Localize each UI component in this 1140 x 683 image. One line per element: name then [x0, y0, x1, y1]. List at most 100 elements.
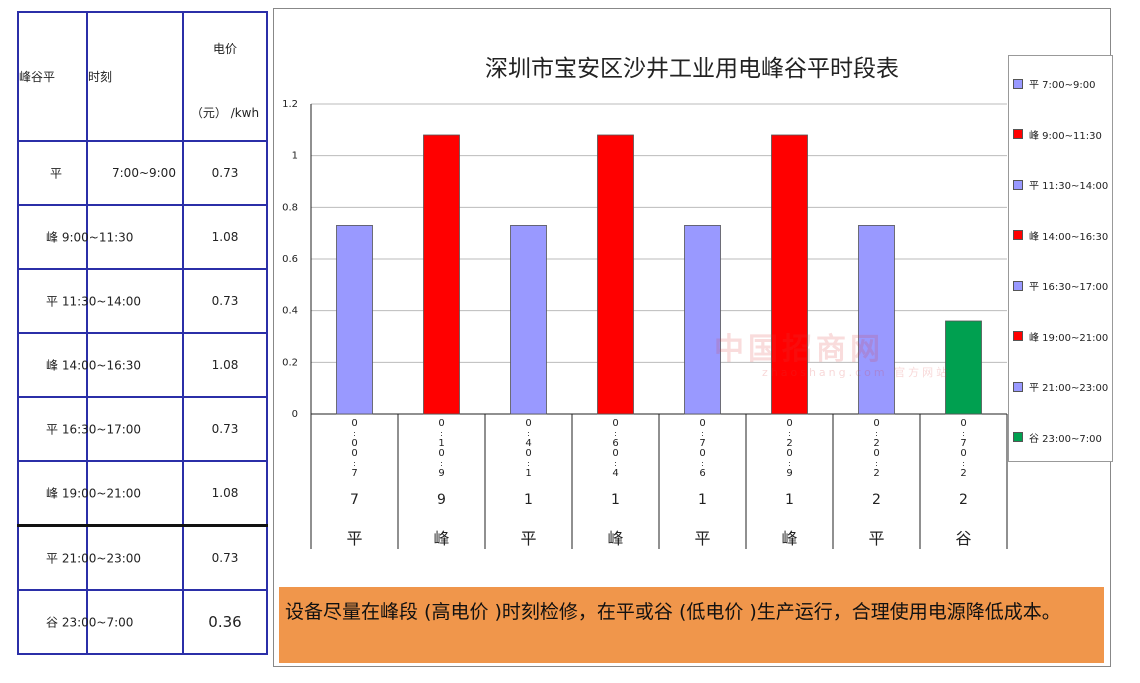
row-time-cell	[86, 524, 184, 591]
note-background	[279, 587, 1104, 663]
legend-swatch	[1013, 129, 1023, 139]
row-price: 1.08	[211, 230, 239, 244]
row-label-cell: 平	[17, 140, 88, 206]
row-label-cell: 平 16:30~17:00	[17, 396, 141, 462]
x-tick-char: 0	[351, 448, 357, 459]
x-tick-char: :	[701, 459, 704, 468]
y-tick-label: 0.8	[282, 202, 298, 213]
x-tick-type: 峰	[781, 529, 797, 548]
x-tick-char: 0	[438, 418, 444, 429]
legend-swatch	[1013, 331, 1023, 341]
table-row: 谷 23:00~7:00 0.36	[17, 589, 268, 655]
row-label: 峰 14:00~16:30	[46, 358, 142, 373]
row-price: 1.08	[211, 358, 239, 372]
x-tick-char: 6	[699, 468, 705, 479]
row-price: 0.73	[211, 166, 239, 180]
x-tick-char: :	[440, 429, 443, 438]
row-label-cell: 峰 14:00~16:30	[17, 332, 141, 398]
legend-label: 谷 23:00~7:00	[1029, 433, 1102, 445]
bar	[423, 134, 460, 415]
bar	[336, 225, 373, 415]
row-price-cell: 0.73	[182, 524, 268, 591]
row-label: 峰 19:00~21:00	[46, 486, 142, 501]
x-tick-char: 0	[351, 438, 357, 449]
x-tick-number: 1	[785, 492, 794, 508]
bar	[510, 225, 547, 415]
row-label-cell: 峰 19:00~21:00	[17, 460, 141, 527]
x-tick-char: 0	[960, 448, 966, 459]
row-price: 0.73	[211, 294, 239, 308]
x-tick-char: 0	[612, 418, 618, 429]
legend-item: 峰 19:00~21:00	[1013, 329, 1108, 344]
bar	[858, 225, 895, 415]
row-label: 平 16:30~17:00	[46, 422, 142, 437]
legend-item: 峰 14:00~16:30	[1013, 228, 1108, 243]
row-label: 平 21:00~23:00	[46, 551, 142, 566]
x-tick-char: :	[788, 429, 791, 438]
x-tick-char: :	[614, 429, 617, 438]
row-label: 平 11:30~14:00	[46, 294, 142, 309]
x-tick-char: 7	[699, 438, 705, 449]
table-row: 平 11:30~14:00 0.73	[17, 268, 268, 334]
x-tick-char: 0	[699, 418, 705, 429]
x-tick-char: 0	[438, 448, 444, 459]
legend-label: 平 11:30~14:00	[1029, 181, 1109, 192]
x-tick-char: :	[527, 459, 530, 468]
row-time-cell	[86, 204, 184, 270]
bar	[945, 320, 982, 415]
legend-label: 平 7:00~9:00	[1029, 80, 1096, 91]
row-label: 谷 23:00~7:00	[46, 615, 134, 630]
table-row: 平 16:30~17:00 0.73	[17, 396, 268, 462]
header-price: 电价 （元） /kwh	[182, 11, 268, 142]
bar-chart: 00.20.40.60.811.20:00:77平0:10:99峰0:40:11…	[282, 99, 1008, 549]
x-tick-char: :	[527, 429, 530, 438]
row-time: 7:00~9:00	[112, 166, 176, 180]
header-time-label: 时刻	[88, 70, 113, 84]
x-tick-number: 1	[524, 492, 533, 508]
x-tick-char: :	[440, 459, 443, 468]
x-tick-type: 谷	[955, 529, 971, 548]
x-tick-char: :	[875, 429, 878, 438]
x-tick-char: 2	[960, 468, 966, 479]
x-tick-char: :	[875, 459, 878, 468]
legend-label: 平 16:30~17:00	[1029, 282, 1109, 293]
table-row: 峰 19:00~21:00 1.08	[17, 460, 268, 527]
legend-label: 峰 19:00~21:00	[1029, 332, 1109, 344]
row-price-cell: 1.08	[182, 460, 268, 527]
x-tick-char: 7	[960, 438, 966, 449]
chart-title: 深圳市宝安区沙井工业用电峰谷平时段表	[485, 56, 899, 82]
row-time-cell	[86, 332, 184, 398]
table-row: 峰 9:00~11:30 1.08	[17, 204, 268, 270]
bar	[771, 134, 808, 415]
row-label: 峰 9:00~11:30	[46, 230, 134, 245]
x-tick-char: :	[962, 459, 965, 468]
x-tick-char: 0	[351, 418, 357, 429]
x-tick-number: 1	[611, 492, 620, 508]
y-tick-label: 1.2	[282, 99, 298, 110]
x-tick-char: 1	[438, 438, 444, 449]
row-price-cell: 0.73	[182, 140, 268, 206]
legend-item: 峰 9:00~11:30	[1013, 127, 1102, 142]
x-tick-type: 平	[346, 529, 362, 548]
row-price-cell: 0.73	[182, 396, 268, 462]
y-tick-label: 0.2	[282, 357, 298, 368]
note-text: 设备尽量在峰段 (高电价 )时刻检修，在平或谷 (低电价 )生产运行，合理使用电…	[285, 601, 1061, 623]
bar	[684, 225, 721, 415]
row-time-cell: 7:00~9:00	[86, 140, 184, 206]
header-price-label: 电价	[212, 42, 237, 56]
x-tick-char: 2	[873, 468, 879, 479]
y-tick-label: 0	[292, 409, 298, 420]
x-tick-char: 2	[786, 438, 792, 449]
legend-swatch	[1013, 230, 1023, 240]
row-price-cell: 0.73	[182, 268, 268, 334]
row-label-cell: 平 21:00~23:00	[17, 524, 141, 591]
table-header-row: 峰谷平 时刻 电价 （元） /kwh	[17, 11, 268, 142]
x-tick-number: 2	[959, 492, 968, 508]
x-tick-type: 峰	[433, 529, 449, 548]
legend-swatch	[1013, 432, 1023, 442]
x-tick-number: 7	[350, 492, 359, 508]
legend-item: 平 21:00~23:00	[1013, 379, 1108, 394]
x-tick-char: 1	[525, 468, 531, 479]
legend-swatch	[1013, 78, 1023, 89]
row-price: 0.73	[211, 551, 239, 565]
